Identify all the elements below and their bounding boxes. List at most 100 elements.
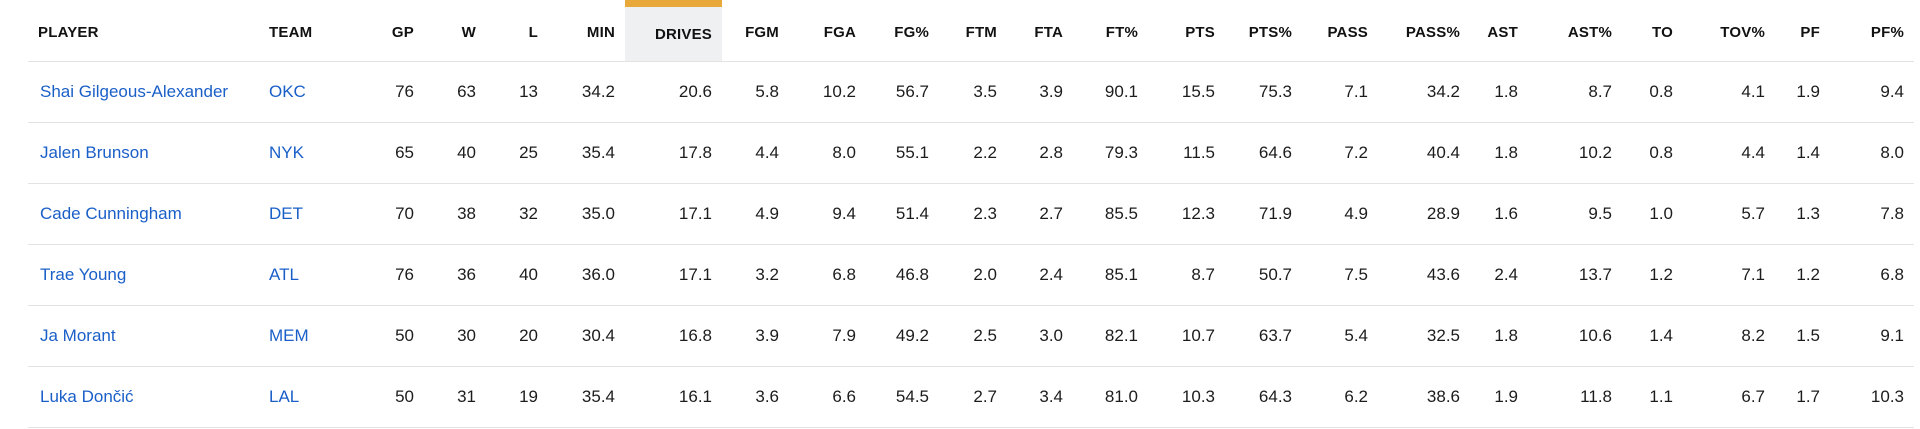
stat-cell-tov-pct: 7.1 <box>1683 244 1775 306</box>
stat-cell-min: 36.0 <box>548 244 625 306</box>
column-header-fgm[interactable]: FGM <box>722 3 789 62</box>
stat-cell-ft-pct: 81.0 <box>1073 366 1148 428</box>
stat-cell-fga: 6.6 <box>789 366 866 428</box>
column-header-pass[interactable]: PASS <box>1302 3 1378 62</box>
stat-cell-pts: 11.5 <box>1148 122 1225 184</box>
stat-cell-pf: 1.2 <box>1775 244 1830 306</box>
column-header-team[interactable]: TEAM <box>269 3 362 62</box>
stat-cell-min: 30.4 <box>548 305 625 367</box>
column-header-ast[interactable]: AST <box>1470 3 1528 62</box>
player-link[interactable]: Shai Gilgeous-Alexander <box>40 82 229 101</box>
stat-cell-gp: 76 <box>362 61 424 123</box>
stat-cell-fg-pct: 51.4 <box>866 183 939 245</box>
stat-cell-w: 63 <box>424 61 486 123</box>
column-header-ast-pct[interactable]: AST% <box>1528 3 1622 62</box>
stat-cell-ast: 1.9 <box>1470 366 1528 428</box>
column-header-to[interactable]: TO <box>1622 3 1683 62</box>
team-link[interactable]: LAL <box>269 387 300 406</box>
column-header-gp[interactable]: GP <box>362 3 424 62</box>
column-header-fta[interactable]: FTA <box>1007 3 1073 62</box>
stat-cell-pf: 1.9 <box>1775 61 1830 123</box>
stat-cell-pass: 4.9 <box>1302 183 1378 245</box>
team-cell: DET <box>269 183 362 245</box>
table-header: PLAYER TEAM GP W L MIN DRIVES FGM FGA FG% FTM FTA FT… <box>28 0 1914 62</box>
stat-cell-pts-pct: 75.3 <box>1225 61 1302 123</box>
stats-table-container: PLAYER TEAM GP W L MIN DRIVES FGM FGA FG% FTM FTA FT… <box>28 0 1914 428</box>
column-header-pf[interactable]: PF <box>1775 3 1830 62</box>
stat-cell-fta: 3.4 <box>1007 366 1073 428</box>
table-row: Jalen Brunson NYK 65 40 25 35.4 17.8 4.4 8.0 55.1… <box>28 122 1914 184</box>
column-header-pts-pct[interactable]: PTS% <box>1225 3 1302 62</box>
table-row: Shai Gilgeous-Alexander OKC 76 63 13 34.2 20.6… <box>28 61 1914 123</box>
stat-cell-l: 20 <box>486 305 548 367</box>
stat-cell-ast-pct: 9.5 <box>1528 183 1622 245</box>
column-header-w[interactable]: W <box>424 3 486 62</box>
column-header-fga[interactable]: FGA <box>789 3 866 62</box>
stat-cell-ast-pct: 10.2 <box>1528 122 1622 184</box>
stat-cell-fta: 2.8 <box>1007 122 1073 184</box>
stat-cell-w: 30 <box>424 305 486 367</box>
stat-cell-fgm: 3.2 <box>722 244 789 306</box>
player-link[interactable]: Cade Cunningham <box>40 204 182 223</box>
column-header-pass-pct[interactable]: PASS% <box>1378 3 1470 62</box>
header-row: PLAYER TEAM GP W L MIN DRIVES FGM FGA FG% FTM FTA FT… <box>28 0 1914 62</box>
stat-cell-pass: 7.1 <box>1302 61 1378 123</box>
column-header-fg-pct[interactable]: FG% <box>866 3 939 62</box>
stat-cell-gp: 50 <box>362 366 424 428</box>
stat-cell-drives: 20.6 <box>625 61 722 123</box>
column-header-drives[interactable]: DRIVES <box>625 0 722 62</box>
player-link[interactable]: Jalen Brunson <box>40 143 149 162</box>
stat-cell-pts-pct: 71.9 <box>1225 183 1302 245</box>
team-link[interactable]: OKC <box>269 82 306 101</box>
stat-cell-fg-pct: 46.8 <box>866 244 939 306</box>
player-link[interactable]: Ja Morant <box>40 326 116 345</box>
column-header-tov-pct[interactable]: TOV% <box>1683 3 1775 62</box>
column-header-ft-pct[interactable]: FT% <box>1073 3 1148 62</box>
team-link[interactable]: DET <box>269 204 303 223</box>
table-row: Ja Morant MEM 50 30 20 30.4 16.8 3.9 7.9 49.2 2.5 3… <box>28 305 1914 367</box>
stat-cell-tov-pct: 4.1 <box>1683 61 1775 123</box>
stat-cell-w: 31 <box>424 366 486 428</box>
stat-cell-pts-pct: 50.7 <box>1225 244 1302 306</box>
stat-cell-min: 35.4 <box>548 366 625 428</box>
stat-cell-pf: 1.7 <box>1775 366 1830 428</box>
stat-cell-l: 13 <box>486 61 548 123</box>
column-header-pf-pct[interactable]: PF% <box>1830 3 1914 62</box>
stat-cell-ast: 2.4 <box>1470 244 1528 306</box>
column-header-min[interactable]: MIN <box>548 3 625 62</box>
player-link[interactable]: Luka Dončić <box>40 387 134 406</box>
column-header-pts[interactable]: PTS <box>1148 3 1225 62</box>
player-link[interactable]: Trae Young <box>40 265 127 284</box>
team-cell: ATL <box>269 244 362 306</box>
stat-cell-drives: 17.1 <box>625 183 722 245</box>
stat-cell-fg-pct: 54.5 <box>866 366 939 428</box>
stat-cell-fga: 6.8 <box>789 244 866 306</box>
stat-cell-fg-pct: 55.1 <box>866 122 939 184</box>
team-link[interactable]: ATL <box>269 265 299 284</box>
stat-cell-pts: 12.3 <box>1148 183 1225 245</box>
column-header-l[interactable]: L <box>486 3 548 62</box>
stat-cell-tov-pct: 8.2 <box>1683 305 1775 367</box>
stat-cell-ft-pct: 79.3 <box>1073 122 1148 184</box>
stat-cell-l: 19 <box>486 366 548 428</box>
stat-cell-pf: 1.3 <box>1775 183 1830 245</box>
stat-cell-ftm: 2.7 <box>939 366 1007 428</box>
stat-cell-fta: 3.0 <box>1007 305 1073 367</box>
stat-cell-ast: 1.8 <box>1470 122 1528 184</box>
team-cell: MEM <box>269 305 362 367</box>
player-cell: Trae Young <box>28 244 269 306</box>
stat-cell-ftm: 2.5 <box>939 305 1007 367</box>
column-header-player[interactable]: PLAYER <box>28 3 269 62</box>
team-link[interactable]: NYK <box>269 143 304 162</box>
stat-cell-ftm: 2.3 <box>939 183 1007 245</box>
stat-cell-ast-pct: 11.8 <box>1528 366 1622 428</box>
team-cell: OKC <box>269 61 362 123</box>
team-cell: NYK <box>269 122 362 184</box>
team-link[interactable]: MEM <box>269 326 309 345</box>
stat-cell-pass-pct: 28.9 <box>1378 183 1470 245</box>
column-header-ftm[interactable]: FTM <box>939 3 1007 62</box>
stat-cell-fgm: 5.8 <box>722 61 789 123</box>
stat-cell-pass: 6.2 <box>1302 366 1378 428</box>
stat-cell-min: 34.2 <box>548 61 625 123</box>
stat-cell-pass-pct: 43.6 <box>1378 244 1470 306</box>
